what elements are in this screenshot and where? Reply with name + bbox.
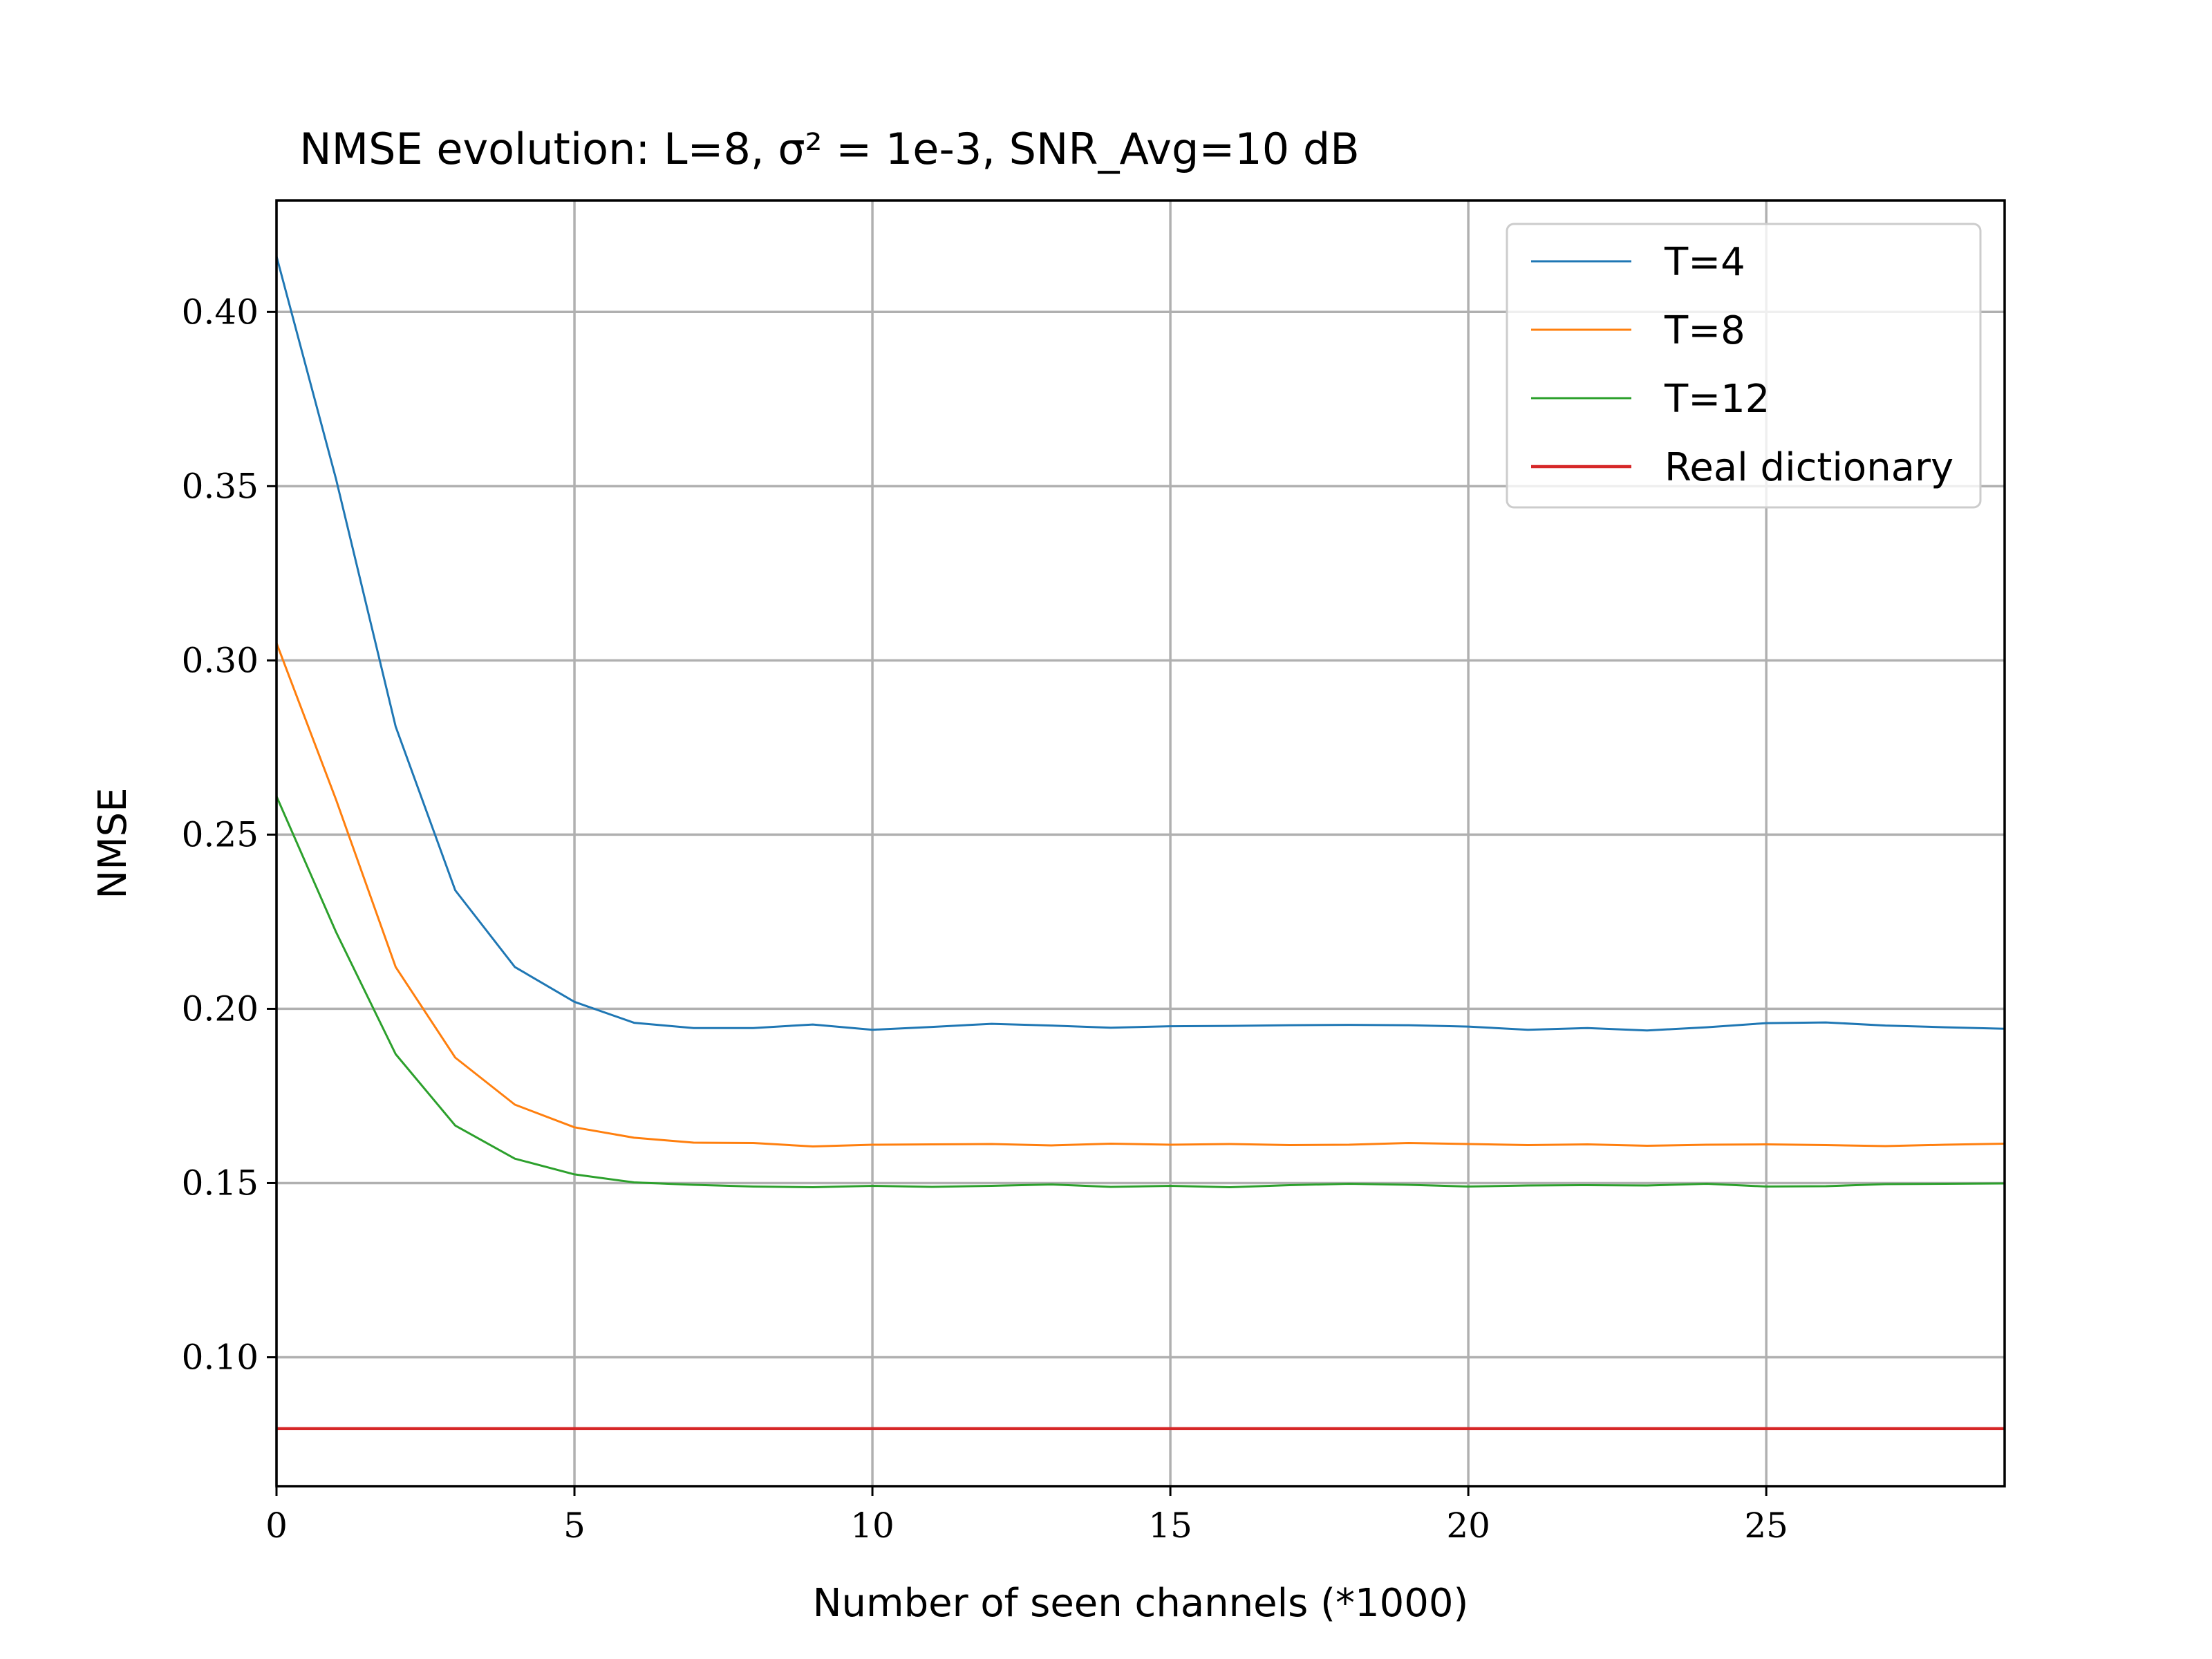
x-tick-label: 10 (850, 1506, 894, 1546)
gridlines (275, 200, 2005, 1486)
series-line-2 (275, 642, 2005, 1147)
legend-frame (1506, 223, 1982, 509)
axis-ticks: 0 5 10 15 20 25 0.10 0.15 0.20 0.25 0.30 0.35 0.40 (182, 292, 1788, 1546)
y-tick-label: 0.40 (182, 292, 259, 332)
x-tick-label: 0 (265, 1506, 288, 1546)
x-axis-label: Number of seen channels (*1000) (813, 1581, 1469, 1626)
chart-title: NMSE evolution: L=8, σ² = 1e-3, SNR_Avg=… (299, 124, 1360, 174)
x-tick-label: 20 (1446, 1506, 1490, 1546)
series-line-3 (275, 796, 2005, 1188)
x-tick-label: 5 (563, 1506, 585, 1546)
x-tick-label: 25 (1744, 1506, 1788, 1546)
x-tick-label: 15 (1148, 1506, 1192, 1546)
y-tick-label: 0.25 (182, 814, 259, 854)
y-tick-label: 0.15 (182, 1163, 259, 1203)
legend: T=4 T=8 T=12 Real dictionary (1506, 223, 1982, 509)
y-tick-label: 0.30 (182, 640, 259, 680)
plot-area-frame (275, 199, 2006, 1488)
series-line-1 (275, 256, 2005, 1032)
legend-label: T=4 (1664, 240, 1745, 285)
legend-label: T=8 (1664, 308, 1745, 353)
y-tick-label: 0.10 (182, 1337, 259, 1377)
y-axis-label: NMSE (91, 787, 135, 899)
legend-label: Real dictionary (1665, 445, 1953, 490)
series-lines (275, 256, 2005, 1431)
legend-label: T=12 (1664, 377, 1770, 422)
y-tick-label: 0.20 (182, 988, 259, 1029)
y-tick-label: 0.35 (182, 466, 259, 506)
